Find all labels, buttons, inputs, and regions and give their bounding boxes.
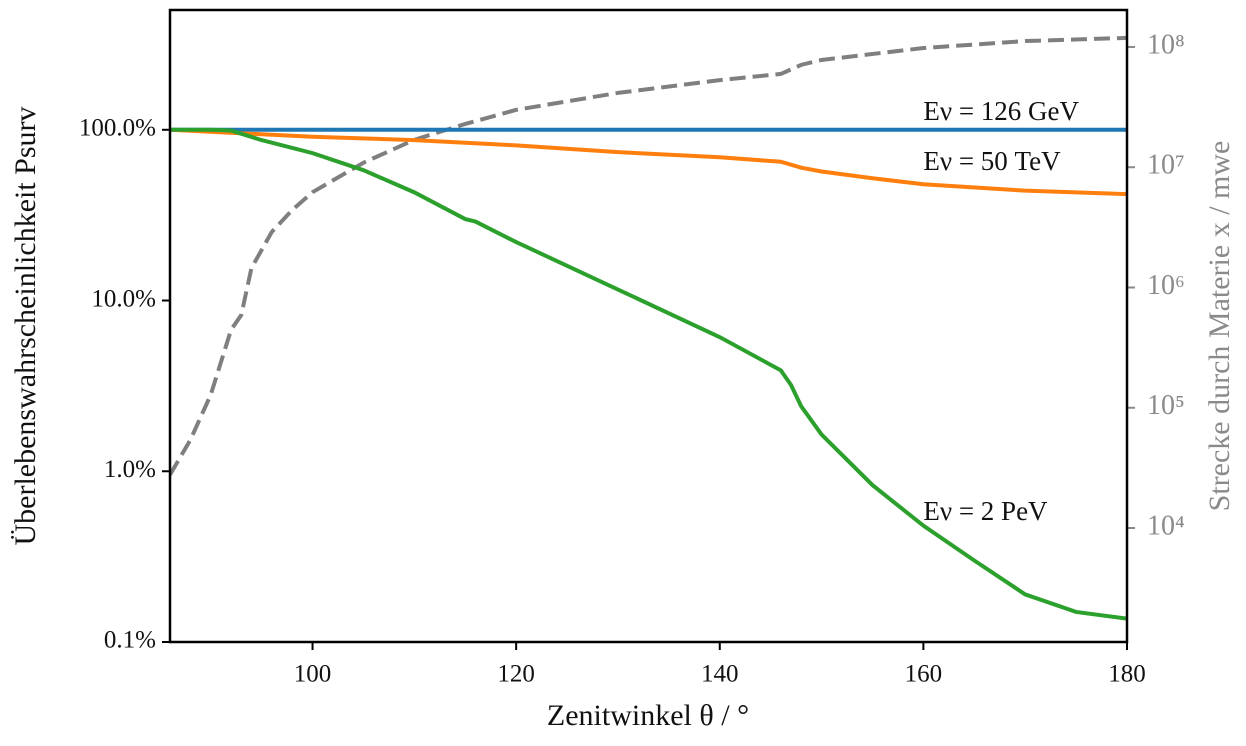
y-axis-label: Überlebenswahrscheinlichkeit Psurv (9, 106, 42, 545)
y2-tick-label: 10⁴ (1147, 510, 1185, 541)
x-tick-label: 100 (294, 661, 332, 688)
y2-tick-label: 10⁸ (1147, 29, 1185, 60)
x-axis-label: Zenitwinkel θ / ° (547, 699, 749, 732)
y2-tick-label: 10⁶ (1147, 270, 1185, 301)
y-tick-label: 100.0% (79, 115, 156, 142)
series-annotation: Eν = 126 GeV (923, 96, 1079, 126)
plot-frame (168, 8, 1129, 644)
y2-axis-label: Strecke durch Materie x / mwe (1203, 141, 1236, 512)
y2-tick-label: 10⁵ (1147, 390, 1185, 421)
series-line (170, 127, 1127, 197)
y-tick-label: 1.0% (104, 456, 156, 483)
x-tick-label: 120 (497, 661, 535, 688)
y-tick-label: 0.1% (104, 627, 156, 654)
x-tick-label: 160 (905, 661, 943, 688)
x-tick-label: 140 (701, 661, 739, 688)
y2-tick-label: 10⁷ (1147, 150, 1185, 181)
series-annotation: Eν = 2 PeV (923, 496, 1048, 526)
series-line (170, 127, 1127, 621)
x-tick-label: 180 (1108, 661, 1146, 688)
series-annotation: Eν = 50 TeV (923, 146, 1061, 176)
y-tick-label: 10.0% (91, 285, 156, 312)
